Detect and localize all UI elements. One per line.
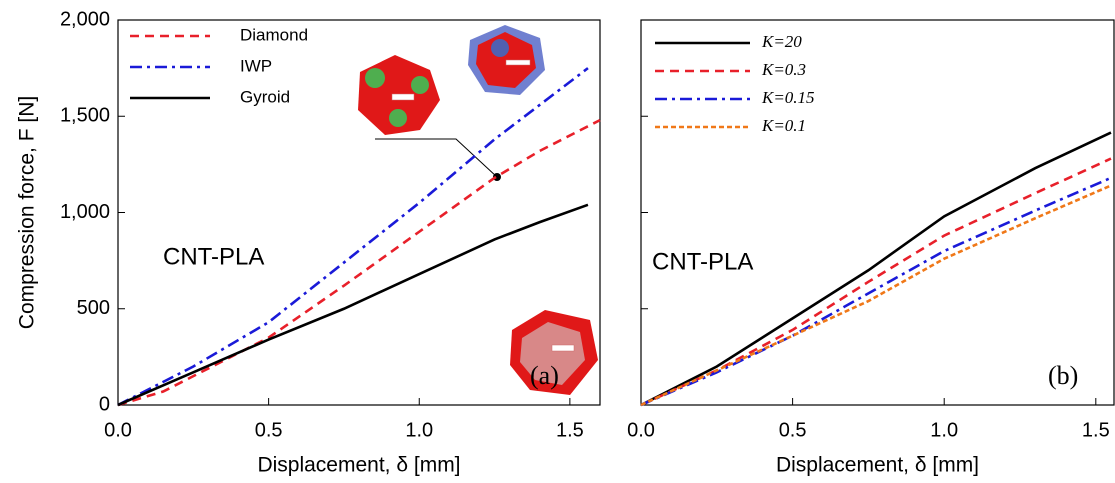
legend-label: K=0.3 [761, 60, 806, 79]
x-tick-label: 0.0 [627, 419, 655, 441]
x-tick-label: 1.5 [1082, 419, 1110, 441]
data-line [640, 176, 1112, 407]
data-line [117, 67, 589, 407]
legend-label: Gyroid [240, 87, 290, 106]
legend-label: IWP [240, 56, 272, 75]
annotation: (a) [530, 361, 559, 390]
x-axis-label: Displacement, δ [mm] [257, 454, 460, 477]
plot-frame [640, 19, 1115, 406]
diamond-cell-image [358, 55, 440, 135]
data-line [640, 131, 1112, 407]
x-tick-label: 1.0 [930, 419, 958, 441]
y-tick-label: 500 [77, 297, 110, 319]
data-line [640, 184, 1112, 407]
x-tick-label: 1.0 [405, 419, 433, 441]
gyroid-cell-image [510, 310, 598, 395]
data-line [117, 118, 601, 407]
x-axis-label: Displacement, δ [mm] [776, 454, 979, 477]
annotation: (b) [1048, 361, 1078, 390]
y-axis-label: Compression force, F [N] [16, 96, 39, 329]
x-tick-label: 1.5 [556, 419, 584, 441]
iwp-cell-image [468, 25, 545, 95]
data-line [117, 203, 589, 407]
annotation: CNT-PLA [652, 248, 753, 275]
legend-label: K=0.15 [761, 88, 815, 107]
unit-cell-images [358, 25, 598, 395]
annotation: CNT-PLA [163, 243, 264, 270]
x-tick-label: 0.5 [779, 419, 807, 441]
x-tick-label: 0.5 [255, 419, 283, 441]
leader-line [375, 138, 498, 178]
y-tick-label: 0 [99, 393, 110, 415]
legend-label: Diamond [240, 25, 308, 44]
y-tick-label: 1,000 [60, 201, 110, 223]
y-tick-label: 1,500 [60, 105, 110, 127]
legend-label: K=20 [761, 32, 802, 51]
x-tick-label: 0.0 [104, 419, 132, 441]
y-tick-label: 2,000 [60, 8, 110, 30]
legend-label: K=0.1 [761, 116, 806, 135]
